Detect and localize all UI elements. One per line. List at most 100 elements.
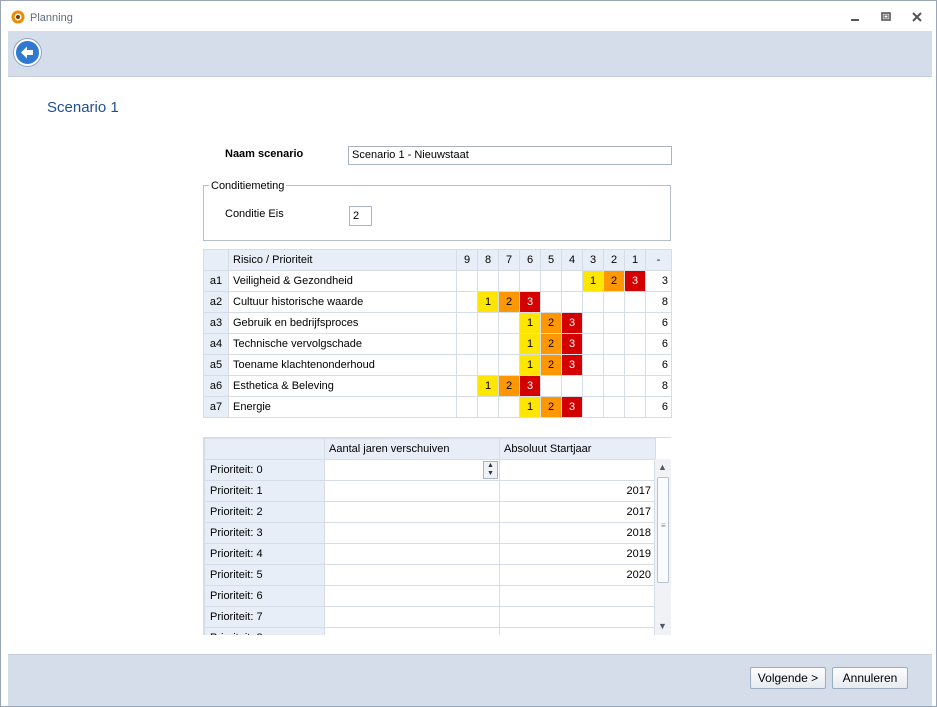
risk-level-cell[interactable]: 3 [561,333,583,355]
risk-level-cell[interactable]: 1 [519,312,541,334]
risk-col-header[interactable]: 7 [498,249,520,271]
start-year-cell[interactable] [499,585,656,607]
risk-level-cell[interactable] [477,312,499,334]
risk-level-cell[interactable] [582,333,604,355]
risk-level-cell[interactable]: 1 [477,375,499,397]
start-year-cell[interactable] [499,606,656,628]
start-year-cell[interactable]: 2018 [499,522,656,544]
risk-level-cell[interactable]: 1 [519,354,541,376]
close-icon[interactable] [908,9,926,25]
shift-years-cell[interactable] [324,606,500,628]
priority-header-year[interactable]: Absoluut Startjaar [499,438,656,460]
risk-col-header[interactable]: 3 [582,249,604,271]
start-year-cell[interactable] [499,459,656,481]
risk-level-cell[interactable] [477,333,499,355]
risk-level-cell[interactable] [561,291,583,313]
risk-level-cell[interactable] [624,396,646,418]
risk-level-cell[interactable]: 1 [519,396,541,418]
minimize-icon[interactable] [846,9,864,25]
risk-level-cell[interactable] [456,270,478,292]
risk-level-cell[interactable] [603,375,625,397]
cancel-button[interactable]: Annuleren [832,667,908,689]
risk-row[interactable]: a5 Toename klachtenonderhoud 1 2 3 6 [203,354,672,376]
risk-row[interactable]: a7 Energie 1 2 3 6 [203,396,672,418]
scroll-down-icon[interactable]: ▼ [658,621,667,631]
risk-level-cell[interactable] [624,291,646,313]
start-year-cell[interactable]: 2019 [499,543,656,565]
shift-years-cell[interactable] [324,480,500,502]
risk-row[interactable]: a2 Cultuur historische waarde 1 2 3 8 [203,291,672,313]
risk-level-cell[interactable]: 3 [519,291,541,313]
risk-level-cell[interactable]: 2 [540,354,562,376]
risk-col-header[interactable]: 4 [561,249,583,271]
risk-level-cell[interactable]: 1 [582,270,604,292]
risk-col-header[interactable]: 5 [540,249,562,271]
priority-row[interactable]: Prioriteit: 5 2020 [204,564,656,586]
risk-level-cell[interactable]: 1 [519,333,541,355]
shift-years-cell[interactable]: ▲ ▼ [324,459,500,481]
start-year-cell[interactable] [499,627,656,635]
start-year-cell[interactable]: 2020 [499,564,656,586]
risk-col-header[interactable]: - [645,249,672,271]
risk-level-cell[interactable] [456,333,478,355]
restore-icon[interactable] [877,9,895,25]
risk-level-cell[interactable] [540,291,562,313]
risk-level-cell[interactable] [582,396,604,418]
risk-level-cell[interactable]: 2 [540,333,562,355]
risk-col-header[interactable]: 8 [477,249,499,271]
risk-level-cell[interactable] [603,354,625,376]
risk-level-cell[interactable] [624,375,646,397]
shift-years-cell[interactable] [324,543,500,565]
risk-level-cell[interactable]: 1 [477,291,499,313]
risk-col-header[interactable]: 2 [603,249,625,271]
priority-header-shift[interactable]: Aantal jaren verschuiven [324,438,500,460]
priority-row[interactable]: Prioriteit: 6 [204,585,656,607]
priority-row[interactable]: Prioriteit: 4 2019 [204,543,656,565]
risk-row[interactable]: a1 Veiligheid & Gezondheid 1 2 3 3 [203,270,672,292]
risk-level-cell[interactable] [624,312,646,334]
shift-years-cell[interactable] [324,585,500,607]
risk-level-cell[interactable]: 3 [624,270,646,292]
priority-scrollbar[interactable]: ▲ ≡ ▼ [654,459,671,635]
risk-level-cell[interactable] [582,354,604,376]
risk-level-cell[interactable] [582,312,604,334]
risk-level-cell[interactable]: 3 [561,312,583,334]
scroll-up-icon[interactable]: ▲ [658,462,667,472]
risk-level-cell[interactable] [603,333,625,355]
risk-level-cell[interactable] [498,354,520,376]
risk-level-cell[interactable] [582,375,604,397]
next-button[interactable]: Volgende > [750,667,826,689]
risk-level-cell[interactable]: 3 [519,375,541,397]
risk-level-cell[interactable] [519,270,541,292]
risk-level-cell[interactable] [624,354,646,376]
risk-level-cell[interactable] [498,312,520,334]
risk-level-cell[interactable] [498,270,520,292]
risk-level-cell[interactable] [456,354,478,376]
risk-level-cell[interactable] [561,270,583,292]
risk-level-cell[interactable]: 3 [561,396,583,418]
back-button[interactable] [14,39,41,66]
risk-level-cell[interactable] [456,375,478,397]
risk-row[interactable]: a4 Technische vervolgschade 1 2 3 6 [203,333,672,355]
priority-row[interactable]: Prioriteit: 0 ▲ ▼ [204,459,656,481]
risk-level-cell[interactable] [582,291,604,313]
shift-years-cell[interactable] [324,627,500,635]
priority-row[interactable]: Prioriteit: 8 [204,627,656,635]
shift-years-cell[interactable] [324,522,500,544]
risk-level-cell[interactable] [477,354,499,376]
risk-level-cell[interactable]: 2 [498,375,520,397]
risk-level-cell[interactable] [540,375,562,397]
risk-level-cell[interactable] [456,396,478,418]
risk-level-cell[interactable]: 2 [540,396,562,418]
risk-level-cell[interactable] [540,270,562,292]
risk-level-cell[interactable]: 2 [603,270,625,292]
risk-level-cell[interactable] [603,312,625,334]
risk-level-cell[interactable] [456,291,478,313]
risk-level-cell[interactable] [603,396,625,418]
risk-level-cell[interactable] [456,312,478,334]
risk-level-cell[interactable]: 2 [540,312,562,334]
risk-level-cell[interactable] [498,396,520,418]
risk-row[interactable]: a6 Esthetica & Beleving 1 2 3 8 [203,375,672,397]
spin-updown-icon[interactable]: ▲ ▼ [483,461,498,479]
priority-row[interactable]: Prioriteit: 3 2018 [204,522,656,544]
